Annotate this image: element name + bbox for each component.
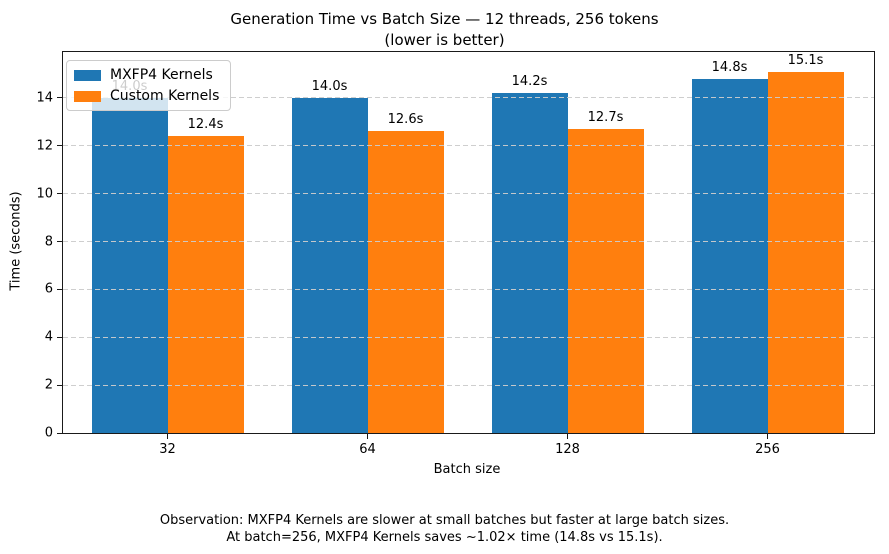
- y-tick-label: 14: [36, 90, 53, 106]
- grid-line: [63, 384, 874, 386]
- x-tick-mark: [567, 434, 568, 439]
- grid-line: [63, 145, 874, 147]
- bar-value-label: 14.0s: [311, 78, 348, 94]
- x-tick-mark: [167, 434, 168, 439]
- y-tick-mark: [57, 145, 62, 147]
- bar-custom-kernels-128: [567, 129, 644, 433]
- bar-mxfp4-kernels-32: [91, 97, 168, 433]
- bar-value-label: 12.4s: [187, 117, 224, 133]
- legend-label-custom: Custom Kernels: [110, 88, 220, 104]
- y-tick-label: 8: [44, 234, 53, 250]
- x-tick-label: 256: [755, 442, 780, 457]
- legend: MXFP4 Kernels Custom Kernels: [66, 60, 232, 111]
- bar-value-label: 15.1s: [787, 52, 824, 68]
- y-tick-label: 4: [44, 329, 53, 345]
- legend-row-custom: Custom Kernels: [74, 88, 219, 104]
- x-tick-mark: [767, 434, 768, 439]
- observation-text: Observation: MXFP4 Kernels are slower at…: [0, 513, 889, 546]
- chart-title-line2: (lower is better): [384, 31, 505, 49]
- legend-swatch-mxfp4: [74, 69, 101, 81]
- y-tick-mark: [57, 97, 62, 99]
- grid-line: [63, 241, 874, 243]
- y-tick-label: 6: [44, 281, 53, 297]
- bar-mxfp4-kernels-64: [291, 97, 368, 433]
- chart-title: Generation Time vs Batch Size — 12 threa…: [0, 9, 889, 51]
- grid-line: [63, 193, 874, 195]
- y-tick-mark: [57, 432, 62, 434]
- grid-line: [63, 97, 874, 99]
- y-tick-label: 12: [36, 138, 53, 154]
- y-tick-label: 2: [44, 377, 53, 393]
- x-tick-label: 64: [359, 442, 376, 457]
- bar-mxfp4-kernels-256: [691, 78, 768, 433]
- y-tick-mark: [57, 336, 62, 338]
- x-tick-label: 128: [555, 442, 580, 457]
- y-axis-label: Time (seconds): [8, 191, 24, 291]
- legend-row-mxfp4: MXFP4 Kernels: [74, 67, 219, 83]
- y-tick-label: 10: [36, 186, 53, 202]
- x-tick-mark: [367, 434, 368, 439]
- y-tick-mark: [57, 193, 62, 195]
- y-tick-mark: [57, 241, 62, 243]
- y-tick-label: 0: [44, 425, 53, 441]
- bar-value-label: 14.2s: [511, 74, 548, 90]
- y-tick-mark: [57, 384, 62, 386]
- bar-custom-kernels-256: [767, 71, 844, 433]
- bar-custom-kernels-32: [167, 136, 244, 433]
- x-axis-label: Batch size: [433, 462, 501, 477]
- grid-line: [63, 336, 874, 338]
- bar-value-label: 14.8s: [711, 59, 748, 75]
- bar-value-label: 12.6s: [387, 112, 424, 128]
- x-tick-label: 32: [159, 442, 176, 457]
- bar-custom-kernels-64: [367, 131, 444, 433]
- observation-line1: Observation: MXFP4 Kernels are slower at…: [159, 513, 730, 528]
- observation-line2: At batch=256, MXFP4 Kernels saves ~1.02×…: [226, 529, 663, 545]
- grid-line: [63, 288, 874, 290]
- bar-value-label: 12.7s: [587, 110, 624, 126]
- legend-swatch-custom: [74, 90, 101, 102]
- bar-mxfp4-kernels-128: [491, 93, 568, 433]
- y-tick-mark: [57, 288, 62, 290]
- legend-label-mxfp4: MXFP4 Kernels: [110, 67, 213, 83]
- plot-area: 14.0s14.0s14.2s14.8s12.4s12.6s12.7s15.1s…: [36, 51, 875, 457]
- chart-title-line1: Generation Time vs Batch Size — 12 threa…: [230, 10, 659, 28]
